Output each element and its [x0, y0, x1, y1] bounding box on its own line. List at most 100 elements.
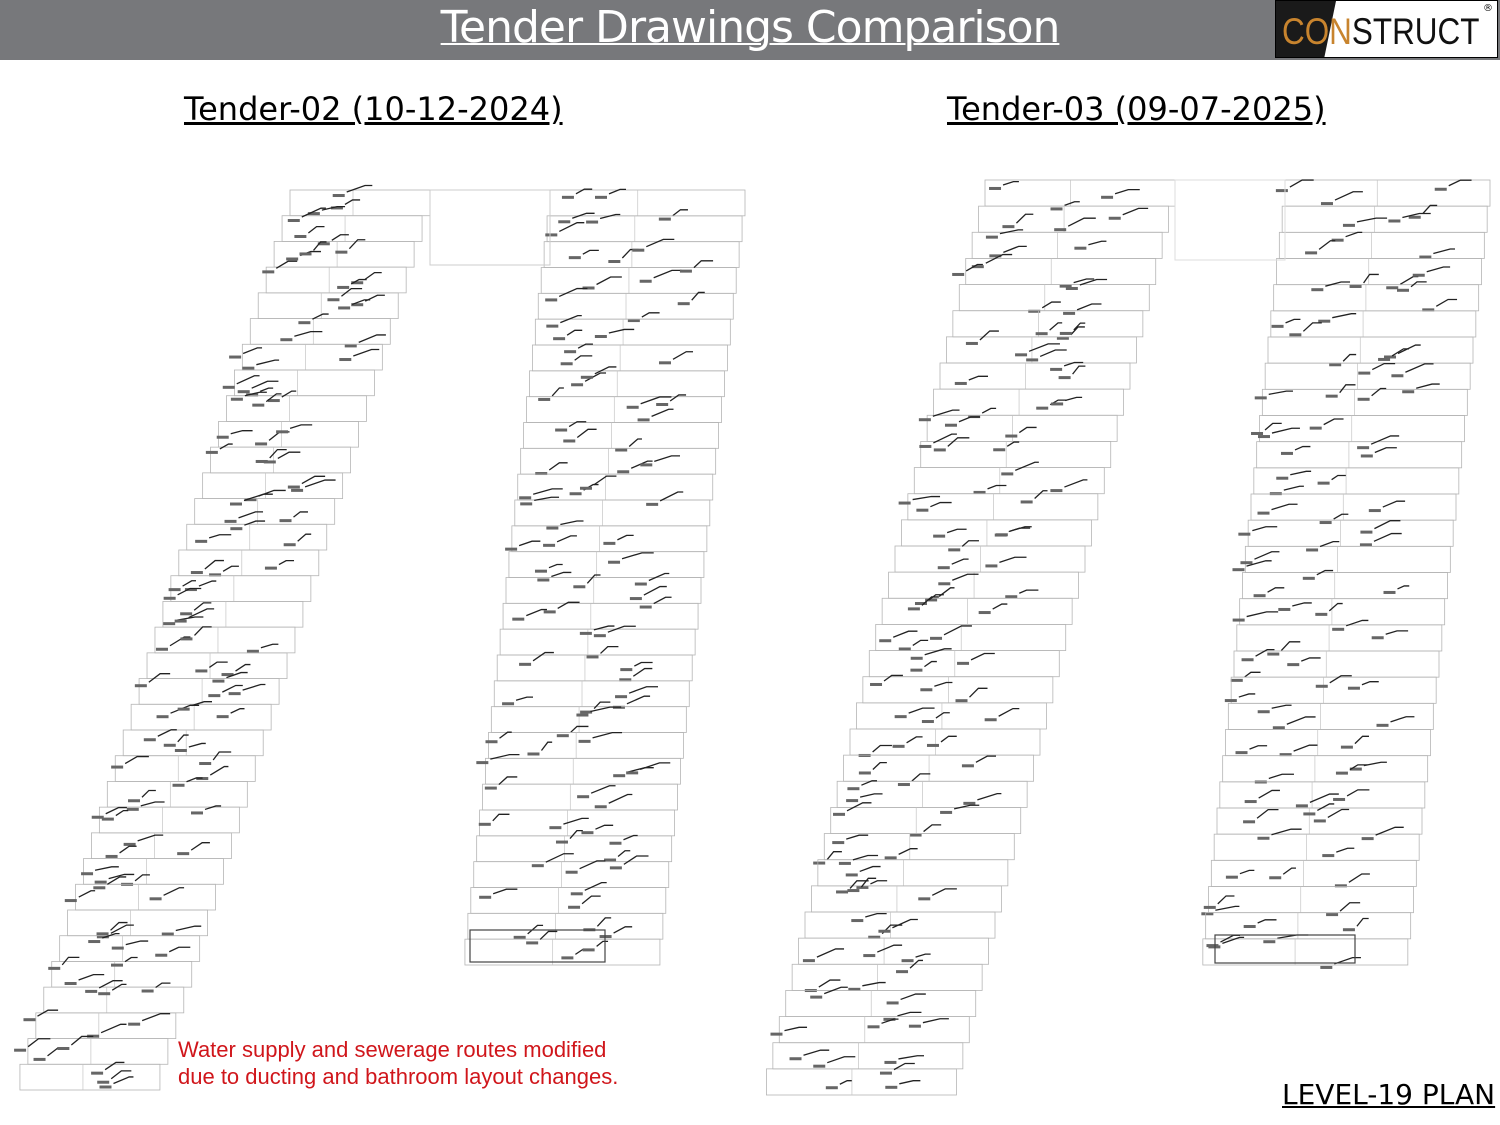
room-block — [888, 571, 1079, 599]
label-mark — [512, 617, 525, 621]
label-mark — [216, 435, 229, 439]
pipe-route — [558, 287, 588, 298]
pipe-route — [621, 552, 654, 560]
label-mark — [545, 233, 558, 237]
label-mark — [216, 715, 229, 719]
pipe-route — [569, 829, 583, 839]
label-mark — [634, 582, 647, 586]
label-mark — [813, 1064, 826, 1068]
pipe-route — [898, 1055, 925, 1060]
label-mark — [1397, 288, 1410, 292]
label-mark — [1371, 636, 1384, 640]
label-mark — [802, 959, 815, 963]
label-mark — [513, 935, 526, 939]
pipe-route — [1293, 744, 1318, 752]
label-mark — [679, 269, 692, 273]
pipe-route — [191, 701, 213, 707]
room-block — [194, 498, 336, 525]
label-mark — [1275, 189, 1288, 193]
pipe-route — [1015, 213, 1034, 224]
pipe-route — [113, 1076, 134, 1085]
label-mark — [930, 636, 943, 640]
label-mark — [579, 486, 592, 490]
label-mark — [168, 588, 181, 592]
label-mark — [330, 206, 343, 210]
label-mark — [879, 1071, 892, 1075]
pipe-route — [1238, 693, 1256, 698]
label-mark — [810, 995, 823, 999]
pipe-route — [912, 495, 941, 501]
pipe-route — [672, 351, 694, 360]
label-mark — [91, 1071, 104, 1075]
label-mark — [604, 858, 617, 862]
label-mark — [255, 459, 268, 463]
room-block — [476, 835, 673, 863]
label-mark — [609, 841, 622, 845]
pipe-route — [1323, 418, 1344, 426]
room-block — [464, 938, 661, 966]
room-block — [517, 473, 714, 501]
pipe-route — [1015, 461, 1039, 472]
room-block — [875, 624, 1067, 651]
logo-prefix: CON — [1282, 11, 1352, 52]
pipe-route — [1333, 513, 1349, 520]
pipe-route — [177, 734, 189, 743]
label-mark — [627, 319, 640, 323]
label-mark — [897, 783, 910, 787]
pool — [1214, 934, 1356, 964]
pipe-route — [596, 276, 622, 286]
pipe-route — [1070, 326, 1085, 336]
label-mark — [1332, 627, 1345, 631]
pipe-route — [852, 854, 879, 861]
label-mark — [573, 585, 586, 589]
pipe-route — [560, 314, 582, 324]
pipe-route — [358, 334, 386, 344]
label-mark — [1241, 658, 1254, 662]
pipe-route — [1049, 322, 1063, 331]
pipe-route — [242, 683, 266, 691]
pipe-route — [1003, 245, 1027, 253]
logo-suffix: STRUCT — [1351, 11, 1480, 52]
label-mark — [1347, 686, 1360, 690]
room-block — [798, 937, 989, 965]
label-mark — [505, 547, 518, 551]
pipe-route — [691, 291, 705, 301]
pipe-route — [823, 986, 848, 995]
pipe-route — [593, 475, 617, 486]
pipe-route — [669, 394, 687, 402]
label-mark — [190, 811, 203, 815]
label-mark — [1251, 431, 1264, 435]
room-block — [965, 258, 1157, 285]
label-mark — [620, 668, 633, 672]
label-mark — [111, 946, 124, 950]
pipe-route — [235, 663, 251, 672]
label-mark — [1359, 543, 1372, 547]
label-mark — [1269, 876, 1282, 880]
pipe-route — [278, 559, 295, 566]
label-mark — [1326, 913, 1339, 917]
label-mark — [609, 866, 622, 870]
pipe-route — [1346, 789, 1370, 797]
pipe-route — [816, 948, 845, 958]
label-mark — [64, 982, 77, 986]
label-mark — [1272, 726, 1285, 730]
pipe-route — [540, 741, 553, 751]
label-mark — [894, 715, 907, 719]
pipe-route — [1088, 240, 1107, 246]
label-mark — [126, 807, 139, 811]
label-mark — [339, 358, 352, 362]
room-block — [493, 680, 690, 708]
pipe-route — [108, 873, 135, 880]
logo-mark: ® — [1483, 3, 1493, 14]
pipe-route — [922, 1018, 949, 1024]
pipe-route — [545, 853, 574, 863]
label-mark — [608, 260, 621, 264]
label-mark — [989, 186, 1002, 190]
pipe-route — [492, 813, 510, 822]
label-mark — [568, 905, 581, 909]
pipe-route — [526, 608, 547, 617]
room-block — [526, 396, 722, 423]
pipe-route — [204, 559, 224, 570]
label-mark — [909, 833, 922, 837]
room-block — [1225, 729, 1431, 757]
